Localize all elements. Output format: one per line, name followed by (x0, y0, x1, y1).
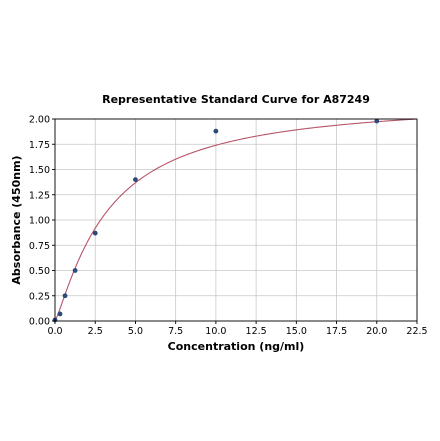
data-point (213, 128, 219, 134)
data-point (374, 118, 380, 124)
x-tick-label: 2.5 (88, 326, 103, 337)
fit-curve (54, 118, 416, 322)
data-point (57, 311, 63, 317)
data-point (92, 230, 98, 236)
y-axis-ticks: 0.00 0.25 0.50 0.75 1.00 1.25 1.50 1.75 2.00 (29, 115, 55, 328)
x-tick-label: 20.0 (366, 326, 387, 337)
y-tick-label: 0.25 (29, 291, 50, 302)
y-tick-label: 0.00 (29, 317, 50, 328)
y-tick-label: 0.75 (29, 241, 50, 252)
y-tick-label: 1.00 (29, 216, 50, 227)
y-tick-label: 1.75 (29, 140, 50, 151)
y-tick-label: 0.50 (29, 266, 50, 277)
y-tick-label: 1.25 (29, 190, 50, 201)
x-tick-label: 7.5 (168, 326, 183, 337)
data-point (133, 177, 138, 183)
x-tick-label: 17.5 (326, 326, 347, 337)
x-tick-label: 0.0 (47, 326, 62, 337)
y-tick-label: 1.50 (29, 165, 50, 176)
y-axis-label: Absorbance (450nm) (10, 155, 23, 284)
chart-title: Representative Standard Curve for A87249 (102, 93, 370, 106)
x-tick-label: 22.5 (406, 326, 427, 337)
x-tick-label: 5.0 (128, 326, 143, 337)
x-axis-ticks: 0.0 2.5 5.0 7.5 10.0 12.5 15.0 17.5 20.0 22.5 (47, 321, 428, 337)
grid-lines (54, 118, 418, 322)
x-tick-label: 12.5 (246, 326, 267, 337)
x-axis-label: Concentration (ng/ml) (168, 340, 305, 353)
fit-curve-layer (54, 118, 416, 322)
y-tick-label: 2.00 (29, 115, 50, 126)
x-tick-label: 15.0 (286, 326, 307, 337)
x-tick-label: 10.0 (205, 326, 226, 337)
data-point (62, 293, 68, 299)
data-point (72, 268, 78, 273)
